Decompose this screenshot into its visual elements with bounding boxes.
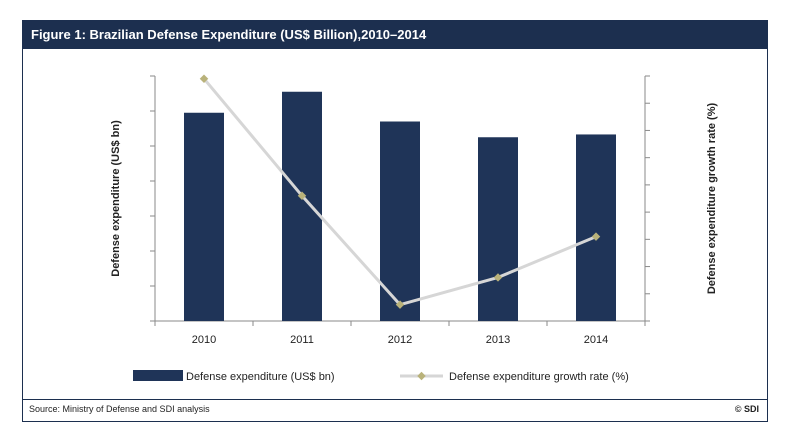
x-tick-label: 2011 (290, 334, 314, 346)
source-note: Source: Ministry of Defense and SDI anal… (29, 404, 210, 414)
x-tick-label: 2014 (584, 334, 608, 346)
bar (576, 134, 616, 321)
copyright-note: © SDI (734, 404, 759, 414)
bar (282, 91, 322, 321)
legend-bar-swatch (133, 370, 183, 381)
y-axis-right-title: Defense expenditure growth rate (%) (706, 103, 718, 295)
y-axis-left-title: Defense expenditure (US$ bn) (110, 120, 122, 277)
legend-bar-label: Defense expenditure (US$ bn) (186, 371, 335, 383)
footer-divider (23, 399, 767, 400)
x-tick-label: 2013 (486, 334, 510, 346)
x-tick-label: 2010 (192, 334, 216, 346)
chart-title: Figure 1: Brazilian Defense Expenditure … (23, 21, 767, 49)
growth-rate-point (395, 300, 405, 309)
growth-rate-point (297, 191, 307, 201)
bar (184, 112, 224, 321)
chart-frame: Figure 1: Brazilian Defense Expenditure … (22, 20, 768, 422)
legend-line-label: Defense expenditure growth rate (%) (449, 371, 629, 383)
bar (478, 137, 518, 321)
chart-plot: 2010 2011 2012 2013 2014 Defense expenditure … (110, 74, 718, 383)
x-tick-label: 2012 (388, 334, 412, 346)
legend-line-marker (417, 371, 426, 381)
